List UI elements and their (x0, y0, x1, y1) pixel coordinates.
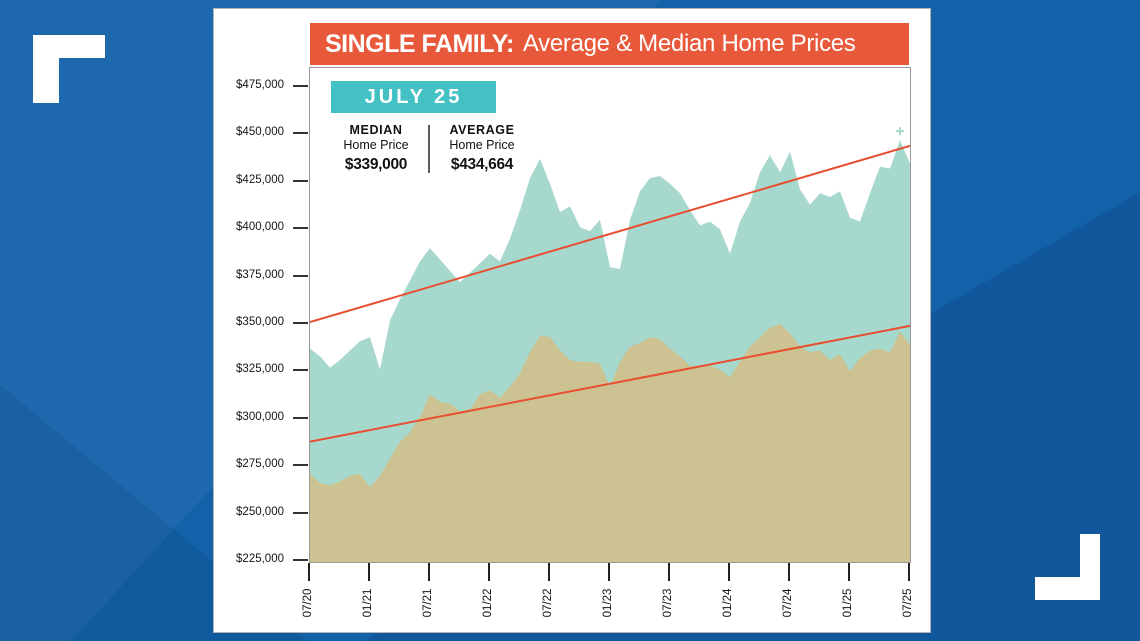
x-tick-label: 01/21 (362, 588, 374, 618)
chart-title-category: SINGLE FAMILY: (325, 29, 514, 58)
x-tick-mark (608, 563, 610, 581)
median-home-price-area (310, 324, 910, 562)
y-tick-label: $300,000 (236, 410, 284, 423)
y-tick-mark (293, 511, 308, 514)
y-tick-mark (293, 179, 308, 182)
y-tick-mark (293, 416, 308, 419)
corner-bracket-top-left-icon (33, 35, 105, 103)
x-tick-label: 07/24 (782, 588, 794, 618)
legend-average-value: $434,664 (450, 156, 514, 173)
plot-area (309, 67, 911, 563)
y-axis: $475,000 $450,000 $425,000 $400,000 $375,000… (214, 67, 309, 565)
x-tick-label: 07/21 (422, 588, 434, 618)
y-tick-label: $350,000 (236, 316, 284, 328)
legend-median-label: MEDIAN (349, 123, 403, 137)
legend-divider (428, 125, 430, 173)
x-tick-label: 07/23 (662, 588, 674, 618)
legend-median-value: $339,000 (344, 156, 408, 173)
y-tick-label: $225,000 (236, 553, 284, 565)
x-tick-mark (308, 563, 310, 581)
legend: MEDIAN Home Price $339,000 AVERAGE Home … (328, 123, 530, 174)
x-tick-mark (548, 563, 550, 581)
y-tick-label: $250,000 (236, 505, 284, 518)
y-tick-label: $375,000 (236, 268, 284, 281)
legend-average-label: AVERAGE (449, 123, 515, 137)
median-home-price-trendline (310, 324, 910, 443)
y-tick-mark (293, 85, 308, 87)
y-tick-mark (293, 227, 308, 230)
chart-card: SINGLE FAMILY: Average & Median Home Pri… (213, 8, 931, 633)
x-tick-label: 01/25 (842, 588, 854, 618)
x-tick-label: 07/20 (302, 588, 314, 618)
x-tick-mark (728, 563, 730, 581)
x-tick-label: 01/23 (602, 588, 614, 618)
legend-median-sublabel: Home Price (343, 138, 409, 152)
price-area-chart (310, 127, 910, 562)
x-tick-mark (488, 563, 490, 581)
x-tick-mark (788, 563, 790, 581)
x-tick-label: 01/24 (722, 588, 734, 618)
y-tick-mark (293, 132, 308, 135)
y-tick-label: $425,000 (236, 173, 284, 186)
x-tick-label: 07/22 (542, 588, 554, 618)
y-tick-mark (293, 464, 308, 467)
y-tick-label: $325,000 (236, 363, 284, 376)
y-tick-label: $475,000 (236, 79, 284, 91)
chart-title-text: Average & Median Home Prices (522, 30, 856, 57)
y-tick-mark (293, 369, 308, 372)
y-tick-label: $275,000 (236, 458, 284, 471)
y-tick-mark (293, 274, 308, 277)
x-tick-mark (668, 563, 670, 581)
x-axis: 07/20 01/21 07/21 01/22 07/22 01/23 07/23 01/24… (302, 561, 914, 633)
corner-bracket-bottom-right-icon (1035, 534, 1100, 600)
legend-median: MEDIAN Home Price $339,000 (328, 123, 424, 174)
x-tick-label: 07/25 (902, 588, 914, 618)
average-home-price-trendline (310, 144, 910, 324)
x-tick-mark (908, 563, 910, 581)
y-tick-label: $450,000 (236, 126, 284, 139)
y-tick-mark (293, 559, 308, 561)
legend-average: AVERAGE Home Price $434,664 (434, 123, 530, 174)
chart-title-bar: SINGLE FAMILY: Average & Median Home Pri… (310, 23, 909, 65)
y-tick-label: $400,000 (236, 221, 284, 234)
x-tick-mark (428, 563, 430, 581)
x-tick-label: 01/22 (482, 588, 494, 618)
y-tick-mark (293, 322, 308, 324)
legend-average-sublabel: Home Price (449, 138, 515, 152)
period-badge: JULY 25 (331, 81, 496, 113)
x-tick-mark (848, 563, 850, 581)
x-tick-mark (368, 563, 370, 581)
